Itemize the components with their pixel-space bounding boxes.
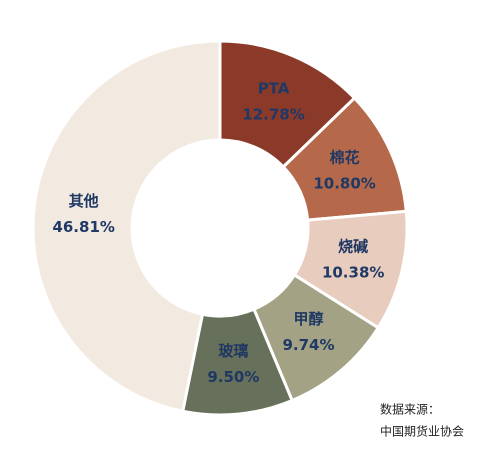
slice-value: 10.80% bbox=[313, 175, 375, 193]
slice-name: 烧碱 bbox=[338, 238, 368, 256]
slice-value: 10.38% bbox=[322, 264, 384, 282]
donut bbox=[31, 39, 409, 417]
labels: PTA 12.78% 棉花 10.80% 烧碱 10.38% 甲醇 9.74% 玻璃 9.50% 其… bbox=[52, 79, 384, 385]
slice bbox=[31, 39, 222, 414]
slice-name: 玻璃 bbox=[218, 342, 248, 360]
slice-value: 9.74% bbox=[282, 336, 334, 354]
slice-value: 12.78% bbox=[242, 105, 304, 123]
slice-name: 其他 bbox=[69, 192, 99, 210]
slice-name: PTA bbox=[258, 79, 290, 97]
slice-name: 棉花 bbox=[330, 149, 360, 167]
source-label: 数据来源： bbox=[380, 402, 440, 417]
slice-name: 甲醇 bbox=[293, 310, 323, 328]
source-name: 中国期货业协会 bbox=[380, 424, 464, 439]
slice-value: 46.81% bbox=[52, 218, 114, 236]
slice-value: 9.50% bbox=[207, 368, 259, 386]
